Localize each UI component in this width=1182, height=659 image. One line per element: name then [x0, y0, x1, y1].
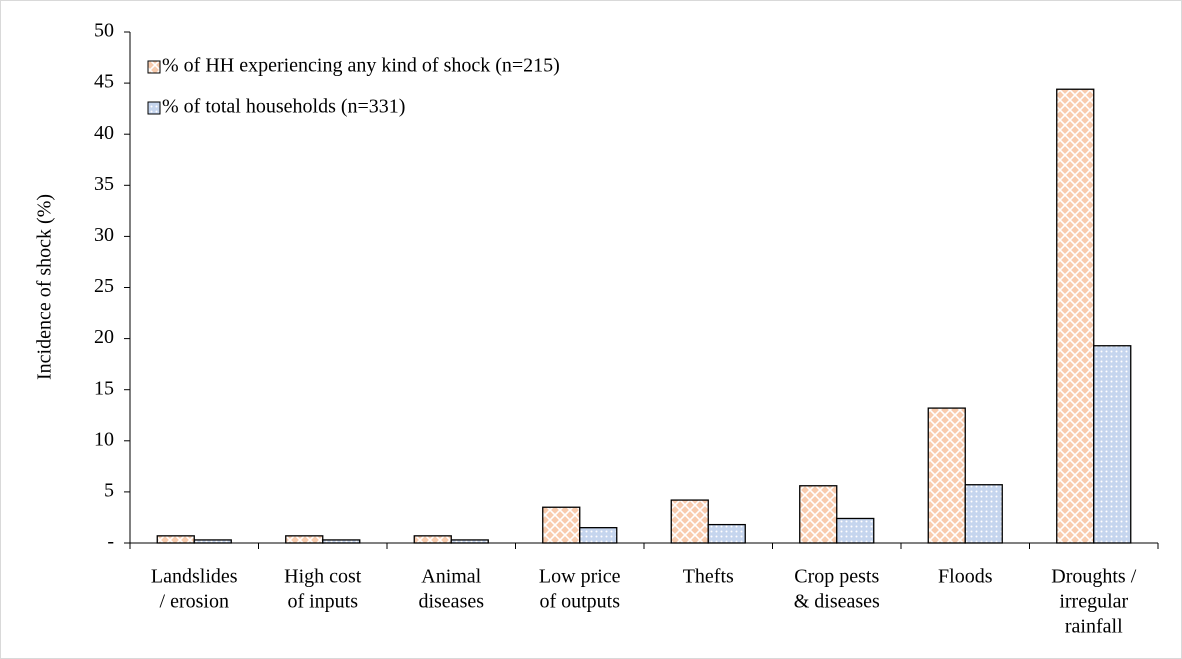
y-tick-label: 45: [94, 71, 114, 93]
bar: [670, 499, 709, 544]
bar: [413, 535, 452, 544]
x-tick-label: Thefts: [683, 566, 734, 588]
bar: [156, 535, 195, 544]
bar: [579, 527, 618, 544]
x-tick-label: diseases: [418, 591, 484, 613]
bar: [285, 535, 324, 544]
x-tick-label: & diseases: [794, 591, 880, 613]
bar: [927, 407, 966, 544]
y-tick-label: -: [107, 531, 114, 553]
y-tick-label: 35: [94, 173, 114, 195]
legend-swatch: [147, 101, 161, 115]
x-tick-label: Landslides: [151, 566, 238, 588]
x-tick-label: High cost: [284, 566, 362, 588]
bar: [836, 517, 875, 544]
bar: [542, 506, 581, 544]
x-tick-label: irregular: [1059, 591, 1128, 613]
legend-swatch: [147, 60, 161, 74]
y-tick-label: 25: [94, 275, 114, 297]
x-tick-label: Floods: [938, 566, 993, 588]
legend-label: % of HH experiencing any kind of shock (…: [162, 55, 560, 77]
x-tick-label: rainfall: [1065, 616, 1123, 638]
y-tick-label: 30: [94, 224, 114, 246]
y-tick-label: 5: [104, 479, 114, 501]
y-tick-label: 50: [94, 20, 114, 42]
bar: [707, 523, 746, 544]
bar: [964, 484, 1003, 544]
x-tick-label: of inputs: [287, 591, 358, 613]
y-tick-label: 20: [94, 326, 114, 348]
x-tick-label: Droughts /: [1051, 566, 1136, 588]
bar: [1056, 88, 1095, 544]
bar: [799, 485, 838, 544]
legend-label: % of total households (n=331): [162, 96, 405, 118]
x-tick-label: of outputs: [539, 591, 620, 613]
x-tick-label: / erosion: [160, 591, 229, 613]
y-axis-title: Incidence of shock (%): [34, 194, 56, 380]
y-tick-label: 15: [94, 377, 114, 399]
y-tick-label: 10: [94, 428, 114, 450]
x-tick-label: Animal: [421, 566, 481, 588]
x-tick-label: Crop pests: [794, 566, 879, 588]
x-tick-label: Low price: [539, 566, 621, 588]
y-tick-label: 40: [94, 122, 114, 144]
bar: [1093, 345, 1132, 544]
